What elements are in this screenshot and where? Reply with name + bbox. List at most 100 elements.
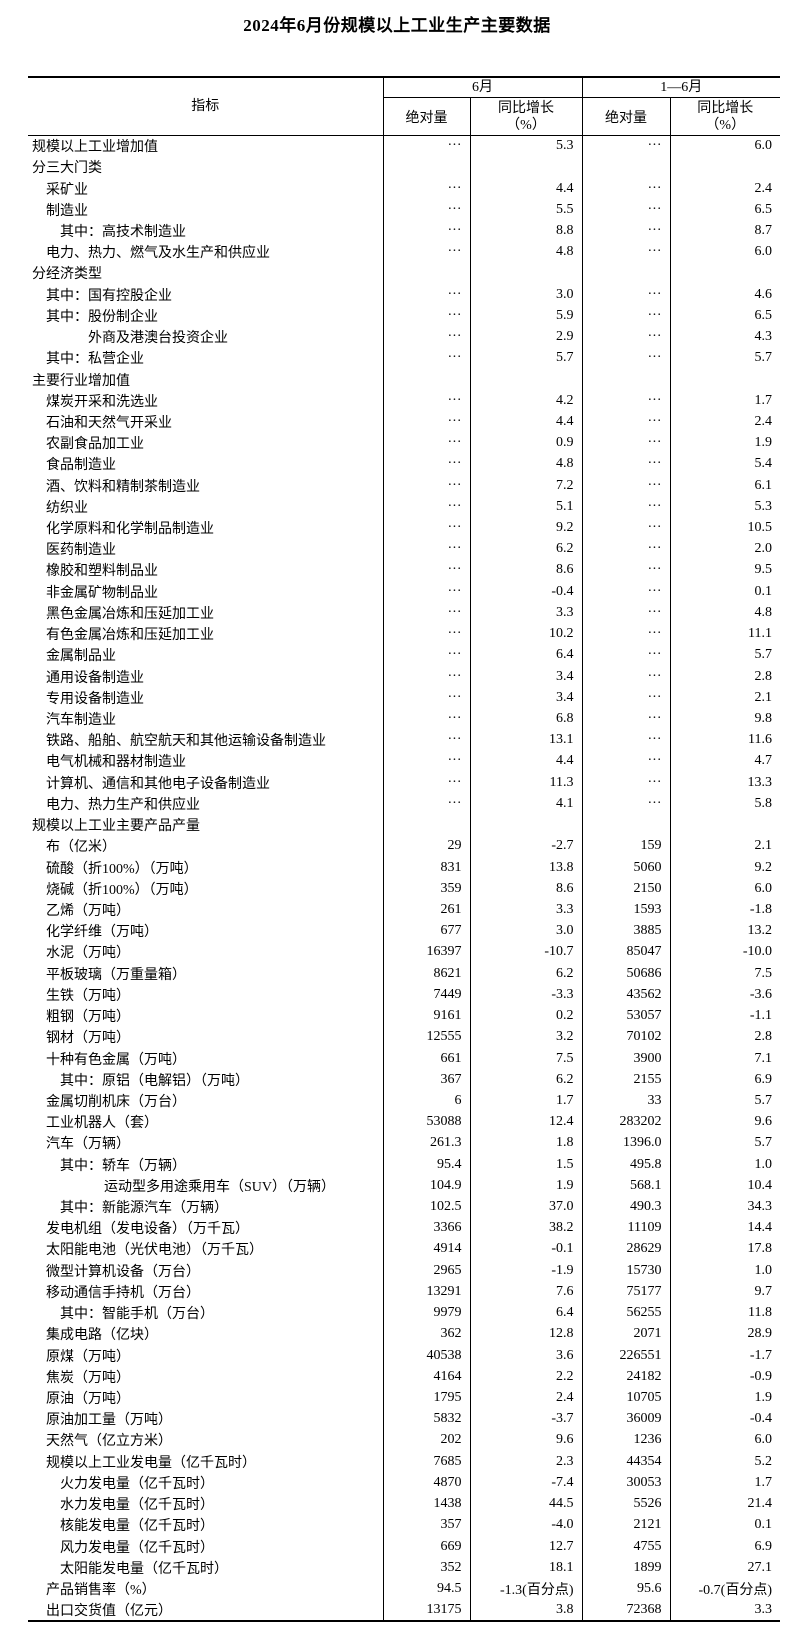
- table-row: 原油加工量（万吨） 5832 -3.7 36009 -0.4: [28, 1408, 780, 1430]
- table-row: 黑色金属冶炼和压延加工业 ··· 3.3 ··· 4.8: [28, 602, 780, 624]
- value-cell: 12.7: [469, 1535, 582, 1558]
- value-cell: 28.9: [669, 1323, 780, 1345]
- table-row: 乙烯（万吨） 261 3.3 1593 -1.8: [28, 899, 780, 921]
- indicator-label: 水力发电量（亿千瓦时）: [60, 1498, 214, 1514]
- indicator-label: 农副食品加工业: [46, 437, 144, 453]
- indicator-label: 其中：国有控股企业: [46, 288, 172, 304]
- value-cell: 1795: [382, 1387, 470, 1409]
- value-cell: 2.3: [469, 1451, 582, 1473]
- table-row: 专用设备制造业 ··· 3.4 ··· 2.1: [28, 687, 780, 709]
- table-row: 产品销售率（%） 94.5 -1.3(百分点) 95.6 -0.7(百分点): [28, 1578, 780, 1600]
- value-cell: 5.3: [669, 496, 780, 518]
- table-header: 指标 6月 1—6月 绝对量 同比增长 （%） 绝对量 同比增长 （%）: [28, 77, 780, 136]
- value-cell: 2155: [581, 1069, 670, 1091]
- value-cell: 1.0: [669, 1154, 780, 1176]
- value-cell: 14.4: [669, 1217, 780, 1239]
- value-cell: 1.9: [469, 1175, 582, 1197]
- value-cell: ···: [581, 665, 670, 688]
- indicator-label: 医药制造业: [46, 543, 116, 559]
- value-cell: 15730: [581, 1260, 670, 1282]
- value-cell: 34.3: [669, 1196, 780, 1218]
- value-cell: 4.8: [469, 241, 582, 263]
- value-cell: ···: [581, 177, 670, 200]
- value-cell: 6.4: [469, 644, 582, 666]
- value-cell: 7449: [382, 984, 470, 1006]
- indicator-label: 集成电路（亿块）: [46, 1328, 158, 1344]
- value-cell: 53057: [581, 1005, 670, 1027]
- value-cell: 33: [581, 1090, 670, 1112]
- value-cell: 10.2: [469, 623, 582, 645]
- value-cell: 6.8: [469, 708, 582, 730]
- table-row: 其中：股份制企业 ··· 5.9 ··· 6.5: [28, 305, 780, 327]
- table-row: 外商及港澳台投资企业 ··· 2.9 ··· 4.3: [28, 326, 780, 348]
- value-cell: 8.8: [469, 220, 582, 242]
- value-cell: [382, 814, 470, 836]
- indicator-label: 其中：原铝（电解铝）（万吨）: [60, 1073, 249, 1089]
- value-cell: 226551: [581, 1344, 670, 1367]
- table-row: 粗钢（万吨） 9161 0.2 53057 -1.1: [28, 1005, 780, 1027]
- value-cell: -0.4: [469, 581, 582, 603]
- table-row: 其中：国有控股企业 ··· 3.0 ··· 4.6: [28, 284, 780, 306]
- value-cell: 9161: [382, 1005, 470, 1027]
- value-cell: ···: [581, 453, 670, 475]
- value-cell: 2.4: [469, 1387, 582, 1409]
- value-cell: 75177: [581, 1281, 670, 1303]
- table-row: 石油和天然气开采业 ··· 4.4 ··· 2.4: [28, 411, 780, 433]
- value-cell: 9.6: [669, 1111, 780, 1133]
- table-row: 农副食品加工业 ··· 0.9 ··· 1.9: [28, 432, 780, 454]
- header-yoy-unit: （%）: [705, 117, 746, 133]
- value-cell: 0.1: [669, 1514, 780, 1536]
- value-cell: 5832: [382, 1408, 470, 1430]
- value-cell: 9.5: [669, 559, 780, 582]
- value-cell: 1.7: [669, 390, 780, 412]
- table-row: 移动通信手持机（万台） 13291 7.6 75177 9.7: [28, 1281, 780, 1303]
- value-cell: ···: [382, 665, 470, 688]
- value-cell: 10.4: [669, 1175, 780, 1197]
- value-cell: 0.1: [669, 581, 780, 603]
- indicator-label: 移动通信手持机（万台）: [46, 1285, 200, 1301]
- value-cell: ···: [382, 581, 470, 603]
- value-cell: 70102: [581, 1026, 670, 1048]
- table-row: 汽车（万辆） 261.3 1.8 1396.0 5.7: [28, 1132, 780, 1154]
- value-cell: [581, 368, 670, 391]
- value-cell: 4.2: [469, 390, 582, 412]
- indicator-label: 原煤（万吨）: [46, 1349, 130, 1365]
- value-cell: 9.2: [469, 517, 582, 539]
- value-cell: 43562: [581, 984, 670, 1006]
- value-cell: 2.8: [669, 1026, 780, 1048]
- value-cell: ···: [581, 220, 670, 242]
- value-cell: -2.7: [469, 835, 582, 857]
- value-cell: 3.0: [469, 920, 582, 942]
- table-row: 采矿业 ··· 4.4 ··· 2.4: [28, 177, 780, 200]
- value-cell: ···: [382, 135, 470, 157]
- value-cell: 2121: [581, 1514, 670, 1536]
- value-cell: 13.3: [669, 772, 780, 794]
- indicator-label: 火力发电量（亿千瓦时）: [60, 1476, 214, 1492]
- indicator-label: 其中：高技术制造业: [60, 224, 186, 240]
- table-row: 原油（万吨） 1795 2.4 10705 1.9: [28, 1387, 780, 1409]
- indicator-label: 铁路、船舶、航空航天和其他运输设备制造业: [46, 734, 326, 750]
- header-indicator: 指标: [28, 77, 383, 136]
- value-cell: 7.5: [669, 963, 780, 985]
- value-cell: 4.8: [469, 453, 582, 475]
- value-cell: 1396.0: [581, 1132, 670, 1154]
- table-row: 其中：私营企业 ··· 5.7 ··· 5.7: [28, 347, 780, 369]
- table-row: 电力、热力生产和供应业 ··· 4.1 ··· 5.8: [28, 793, 780, 815]
- table-row: 布（亿米） 29 -2.7 159 2.1: [28, 835, 780, 857]
- indicator-label: 煤炭开采和洗选业: [46, 394, 158, 410]
- indicator-label: 化学纤维（万吨）: [46, 925, 158, 941]
- value-cell: ···: [581, 644, 670, 666]
- header-jan-june: 1—6月: [581, 77, 780, 98]
- table-row: 纺织业 ··· 5.1 ··· 5.3: [28, 496, 780, 518]
- table-row: 水泥（万吨） 16397 -10.7 85047 -10.0: [28, 941, 780, 964]
- value-cell: 6.0: [669, 241, 780, 263]
- value-cell: 6.0: [669, 878, 780, 900]
- value-cell: [669, 156, 780, 178]
- indicator-label: 发电机组（发电设备）（万千瓦）: [46, 1222, 249, 1238]
- value-cell: 2.8: [669, 665, 780, 688]
- value-cell: 3.3: [669, 1599, 780, 1621]
- value-cell: ···: [382, 390, 470, 412]
- table-row: 制造业 ··· 5.5 ··· 6.5: [28, 199, 780, 221]
- indicator-label: 烧碱（折100%）（万吨）: [46, 882, 198, 898]
- value-cell: 6.4: [469, 1302, 582, 1324]
